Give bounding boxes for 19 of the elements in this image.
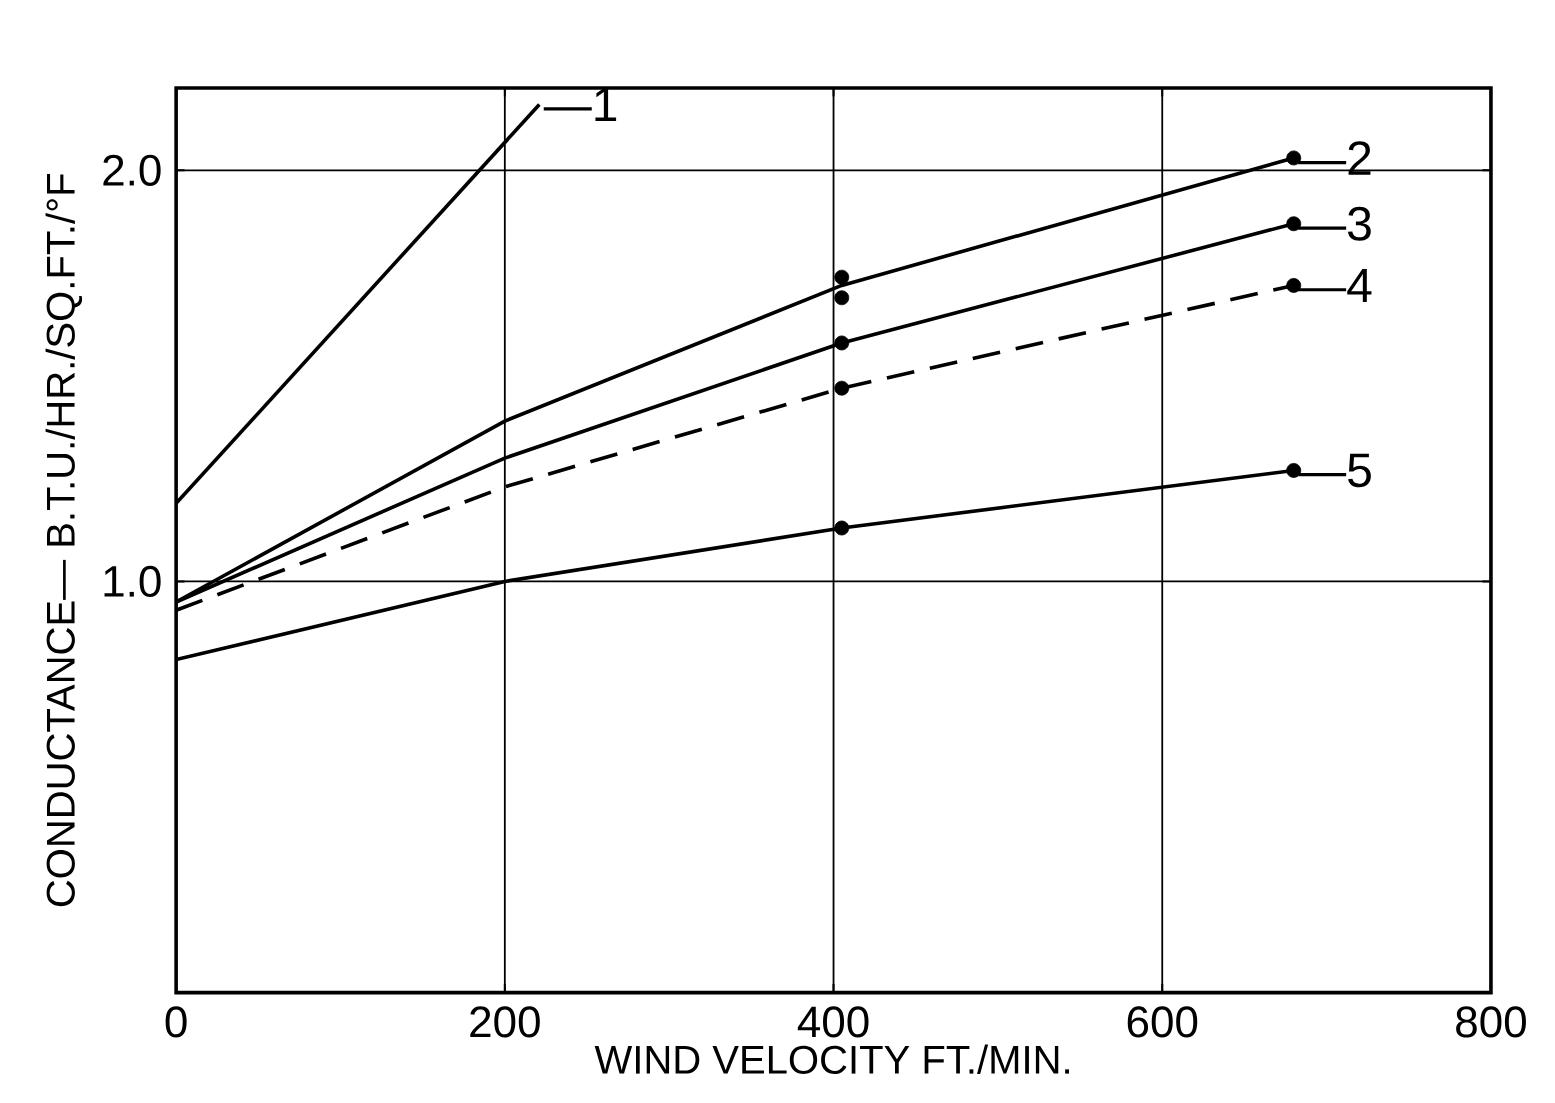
- x-axis-title: WIND VELOCITY FT./MIN.: [594, 1044, 1069, 1075]
- x-tick-label: 200: [470, 1006, 540, 1038]
- series-label: —5: [1298, 453, 1371, 488]
- y-axis-title: CONDUCTANCE— B.T.U./HR./SQ.FT./°F: [45, 174, 83, 907]
- point: [834, 269, 850, 285]
- point: [834, 380, 850, 396]
- x-tick-label: 800: [1456, 1006, 1526, 1038]
- series-label: —4: [1298, 269, 1372, 303]
- y-tick-label: 1.0: [104, 566, 161, 598]
- point: [834, 520, 850, 536]
- x-tick-label: 0: [165, 1006, 187, 1038]
- legend-label: —1: [543, 88, 617, 122]
- point: [834, 290, 850, 306]
- series-label: —3: [1298, 206, 1371, 241]
- series-label: —2: [1298, 141, 1371, 175]
- x-tick-label: 400: [797, 1006, 869, 1038]
- y-tick-label: 2.0: [103, 154, 161, 187]
- x-tick-label: 600: [1127, 1006, 1198, 1038]
- point: [834, 335, 850, 351]
